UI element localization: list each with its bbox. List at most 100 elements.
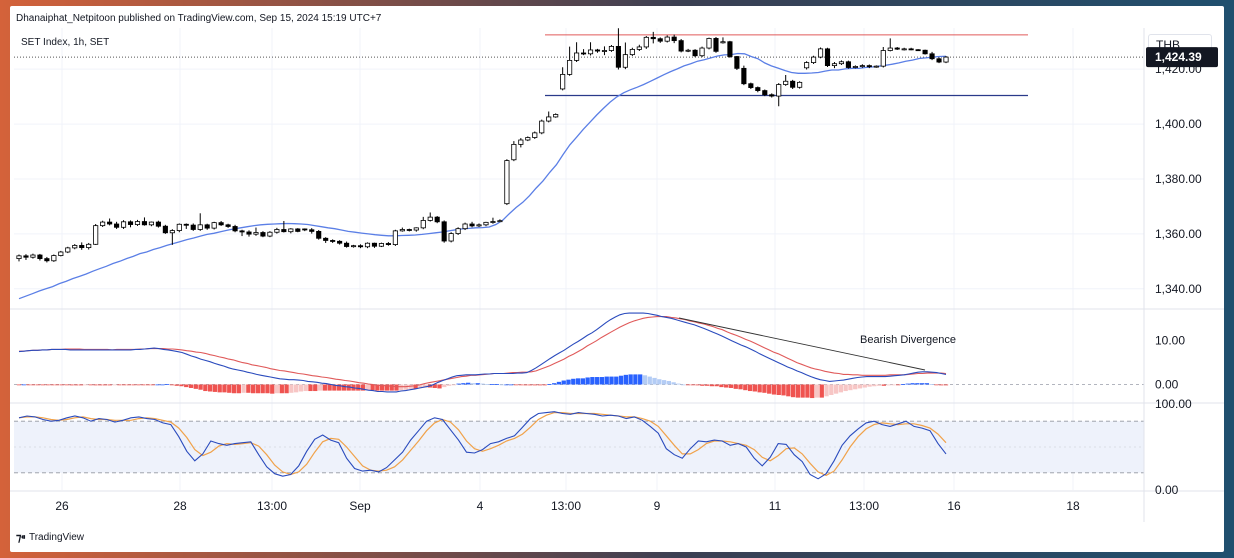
macd-histogram-bar — [552, 383, 557, 385]
macd-histogram-bar — [236, 384, 241, 394]
symbol-label[interactable]: SET Index, 1h, SET — [21, 37, 110, 48]
candle — [671, 34, 677, 44]
macd-histogram-bar — [174, 384, 179, 386]
candle-body — [824, 48, 831, 67]
candle — [532, 131, 538, 139]
macd-histogram-bar — [681, 384, 686, 386]
macd-histogram-bar — [217, 384, 222, 393]
price-tick-label: 1,340.00 — [1155, 282, 1202, 296]
candle-body — [225, 224, 231, 227]
macd-histogram-bar — [786, 384, 791, 397]
candle — [204, 223, 210, 230]
candle-body — [309, 229, 315, 232]
candle-body — [929, 53, 935, 60]
candle-body — [497, 220, 503, 223]
macd-histogram-bar — [819, 384, 824, 398]
candle-body — [16, 255, 22, 259]
candle — [804, 61, 810, 70]
macd-histogram-bar — [16, 384, 22, 386]
candle — [434, 216, 440, 224]
candle-body — [887, 47, 893, 51]
candle — [880, 46, 886, 68]
macd-histogram-bar — [31, 384, 36, 386]
candle — [824, 47, 831, 67]
candle — [608, 45, 615, 52]
candle-body — [100, 221, 106, 227]
time-tick-label: 16 — [947, 499, 961, 513]
macd-histogram-bar — [298, 384, 304, 392]
candle — [852, 65, 858, 69]
candle — [699, 46, 705, 58]
macd-line — [18, 312, 947, 393]
macd-histogram-bar — [805, 384, 810, 398]
macd-histogram-bar — [389, 384, 394, 391]
candle — [323, 237, 329, 243]
moving-average-line — [18, 52, 947, 300]
candle — [239, 229, 245, 237]
macd-histogram-bar — [690, 384, 695, 386]
candle-body — [483, 221, 489, 226]
candle — [330, 239, 336, 243]
candle-body — [378, 243, 384, 247]
macd-histogram-bar — [59, 384, 65, 386]
candle — [427, 212, 433, 222]
macd-histogram-bar — [274, 384, 280, 394]
candle — [629, 47, 635, 56]
candle-body — [790, 80, 796, 88]
macd-histogram-bar — [714, 384, 719, 387]
macd-histogram-bar — [542, 384, 547, 386]
macd-histogram-bar — [638, 374, 643, 385]
macd-histogram-bar — [489, 384, 495, 385]
macd-histogram-bar — [107, 384, 112, 386]
macd-histogram-bar — [547, 384, 552, 385]
candle-body — [441, 221, 447, 242]
chart-canvas[interactable]: 1,340.001,360.001,380.001,400.001,420.00… — [10, 6, 1224, 552]
candle-body — [629, 49, 635, 56]
candle-body — [685, 49, 691, 52]
stochastic-tick-label: 100.00 — [1155, 397, 1192, 411]
candle — [455, 227, 461, 235]
candle-body — [65, 247, 71, 253]
candle-body — [936, 58, 942, 63]
macd-histogram-bar — [867, 384, 872, 387]
candle-body — [420, 220, 426, 229]
macd-histogram-bar — [776, 384, 781, 395]
macd-histogram-bar — [795, 384, 801, 398]
macd-histogram-bar — [212, 384, 218, 392]
macd-histogram-bar — [98, 384, 103, 386]
candle-body — [79, 245, 85, 249]
tradingview-brand[interactable]: ⁊⁌ TradingView — [16, 531, 84, 544]
macd-histogram-bar — [934, 384, 939, 386]
candle — [901, 47, 907, 51]
candle — [720, 37, 726, 44]
candle-body — [671, 36, 677, 42]
macd-histogram-bar — [64, 384, 69, 386]
macd-histogram-bar — [399, 384, 404, 391]
macd-histogram-bar — [160, 384, 165, 386]
macd-histogram-bar — [657, 379, 662, 385]
candle-body — [162, 225, 168, 234]
candle-body — [204, 224, 210, 229]
candle — [162, 224, 168, 234]
candle-body — [797, 81, 803, 88]
candle-body — [852, 66, 858, 68]
candle — [790, 79, 796, 89]
candle-body — [72, 245, 78, 249]
candle — [504, 159, 510, 206]
macd-histogram-bar — [423, 384, 428, 388]
macd-histogram-bar — [833, 384, 839, 394]
candle-body — [720, 41, 726, 44]
candle-body — [727, 41, 733, 57]
macd-tick-label: 10.00 — [1155, 334, 1185, 348]
candle-body — [894, 47, 900, 50]
price-tick-label: 1,360.00 — [1155, 227, 1202, 241]
candle — [406, 228, 412, 232]
candle — [16, 254, 22, 262]
candle-body — [190, 224, 196, 230]
candle — [107, 218, 113, 226]
candle — [776, 83, 782, 107]
candle-body — [44, 258, 50, 262]
candle-body — [127, 221, 134, 225]
candle-body — [873, 65, 879, 68]
macd-histogram-bar — [666, 380, 672, 385]
